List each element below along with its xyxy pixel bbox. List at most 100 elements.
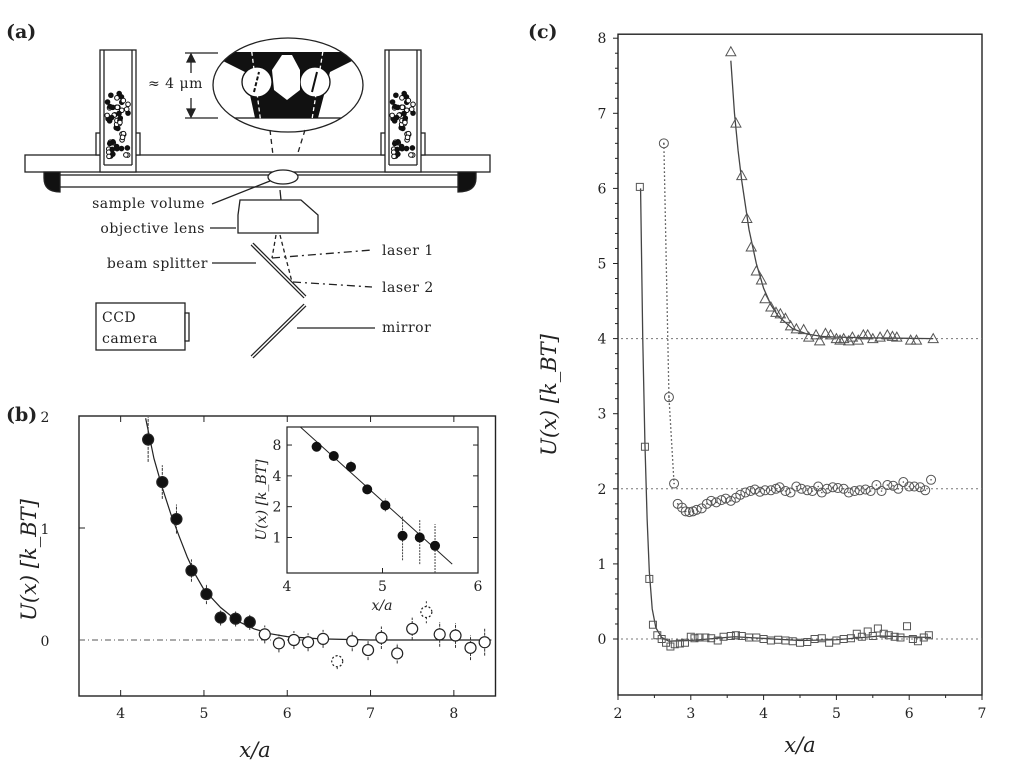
data-point-triangle: [784, 319, 797, 331]
data-point-circle: [888, 480, 899, 491]
label-laser-2: laser 2: [382, 280, 434, 296]
data-point-square: [675, 639, 684, 648]
data-point-center: [924, 489, 927, 492]
bead: [108, 92, 114, 99]
data-point-center: [700, 507, 703, 510]
stage-foot: [43, 171, 61, 193]
data-point-triangle: [755, 273, 768, 285]
bead: [104, 99, 111, 105]
objective-lens: [237, 199, 319, 234]
chart-b: 4 5 6 7 8 0 1 2: [41, 410, 497, 722]
data-point-circle: [691, 504, 702, 515]
y-tick-label: 7: [598, 106, 607, 122]
bead: [404, 134, 411, 141]
data-point-square: [908, 635, 917, 643]
data-point-square: [903, 622, 912, 631]
data-point: [397, 530, 408, 541]
label-mirror: mirror: [382, 320, 431, 336]
data-point: [375, 631, 388, 644]
data-point-circle: [716, 495, 727, 506]
data-point-center: [869, 490, 872, 492]
data-point-square: [846, 634, 855, 643]
data-point-circle: [780, 486, 791, 497]
data-point: [243, 615, 256, 629]
data-point-square: [868, 631, 877, 640]
data-point: [170, 512, 183, 526]
data-point-square: [695, 633, 704, 642]
y-tick-label: 1: [273, 530, 282, 546]
magnified-view: [212, 37, 364, 133]
data-point-center: [739, 494, 742, 496]
bead: [114, 145, 120, 152]
data-point-center: [875, 484, 878, 486]
y-tick-label: 1: [41, 522, 50, 538]
data-point-triangle: [765, 301, 777, 312]
data-point-center: [913, 485, 916, 488]
data-point: [380, 500, 391, 511]
bead: [389, 112, 395, 119]
data-point-circle: [658, 138, 669, 149]
projection-line: [269, 129, 276, 173]
y-tick-label: 2: [598, 482, 607, 498]
bead: [106, 153, 112, 160]
bead: [108, 114, 115, 121]
data-point-center: [778, 486, 781, 489]
data-point-circle: [854, 485, 865, 496]
bead: [109, 146, 116, 153]
x-tick-label: 8: [449, 706, 458, 722]
stage-foot: [457, 171, 477, 193]
data-point-triangle: [824, 328, 837, 340]
data-point-center: [668, 396, 670, 398]
data-point-circle: [720, 493, 731, 504]
data-point-circle: [843, 487, 854, 498]
bead: [106, 140, 113, 147]
label-laser-1: laser 1: [382, 243, 434, 259]
data-point-center: [902, 481, 905, 483]
data-point: [287, 633, 301, 647]
data-point: [391, 647, 404, 660]
data-point-square: [863, 627, 872, 636]
data-point-center: [842, 488, 845, 490]
bead: [408, 152, 414, 158]
bead: [401, 90, 407, 97]
data-point-circle: [745, 486, 756, 497]
bead: [123, 152, 129, 158]
bead: [125, 101, 131, 108]
data-point-circle: [860, 484, 871, 495]
data-point-circle: [865, 486, 876, 497]
data-point: [478, 636, 491, 649]
data-point-square: [640, 442, 649, 451]
data-point-triangle: [881, 328, 894, 340]
data-point-square: [873, 624, 882, 633]
data-point-square: [635, 182, 644, 191]
data-point: [272, 637, 286, 650]
panel-label-a: (a): [6, 21, 36, 43]
data-point-circle: [920, 485, 931, 496]
data-point: [258, 628, 271, 641]
data-point-square: [781, 636, 790, 645]
data-point: [185, 564, 198, 577]
bead: [124, 145, 131, 151]
chart-c-xlabel: x/a: [784, 733, 815, 757]
label-camera: camera: [102, 331, 158, 347]
data-point-center: [764, 489, 766, 492]
bead: [394, 146, 401, 153]
data-point-circle: [749, 484, 760, 495]
reservoir-left: [95, 49, 141, 173]
panel-label-c: (c): [528, 21, 558, 43]
data-point-triangle: [904, 334, 917, 345]
y-tick-label: 0: [598, 632, 607, 648]
y-tick-label: 1: [598, 557, 607, 573]
scale-bar: [185, 52, 218, 119]
data-point-center: [673, 482, 675, 485]
bead: [116, 90, 122, 97]
x-tick-label: 4: [759, 706, 768, 722]
data-point-circle: [754, 486, 765, 497]
bead: [408, 106, 415, 112]
chart-c: 2 3 4 5 6 7 0 1 2 3 4 5 6 7 8: [598, 31, 987, 722]
data-point: [420, 605, 433, 619]
data-point-circle: [796, 483, 807, 494]
bead: [403, 145, 410, 152]
x-tick-label: 3: [686, 706, 695, 722]
data-point-triangle: [750, 264, 763, 276]
